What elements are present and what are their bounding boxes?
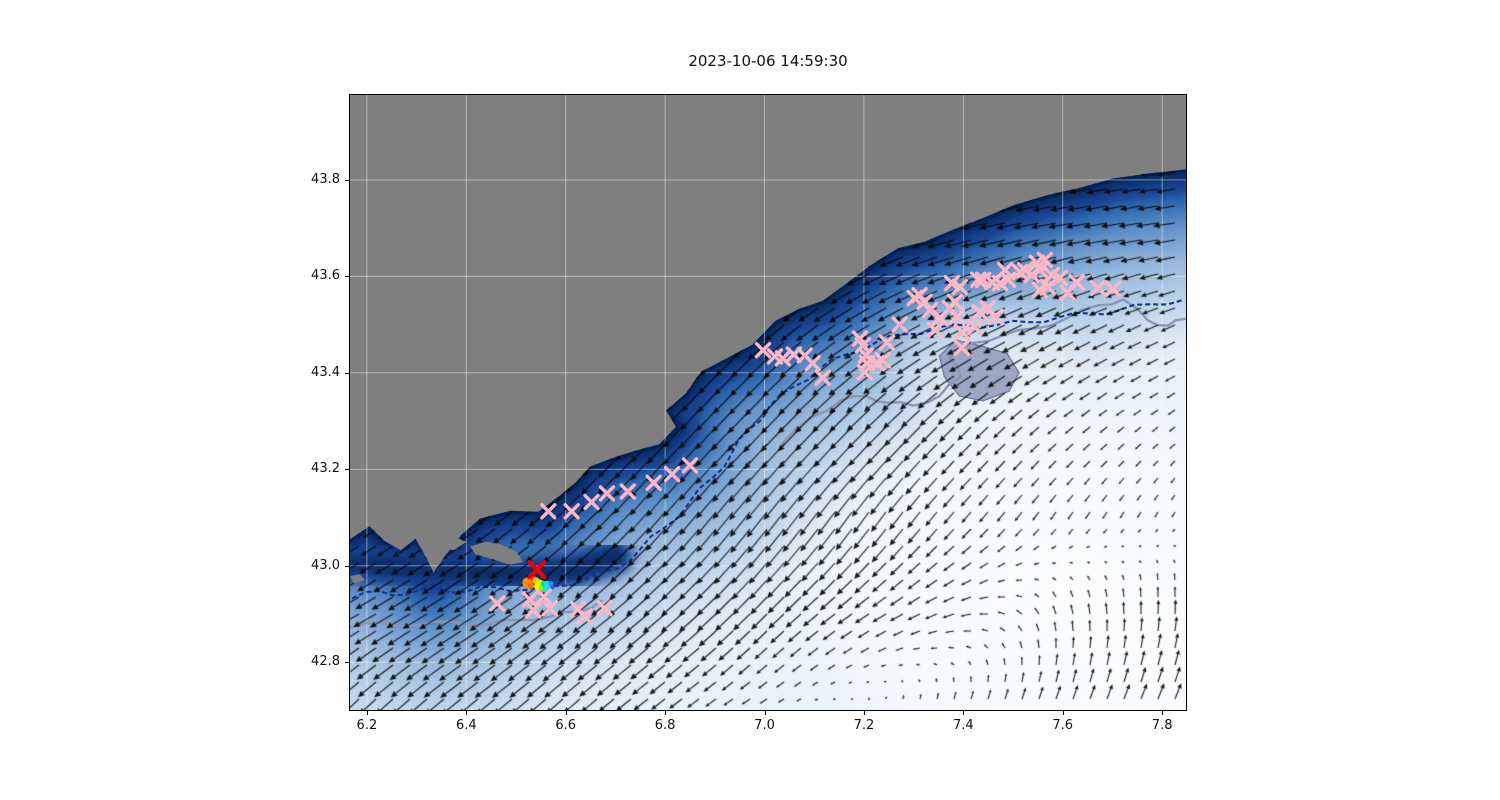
plot-title: 2023-10-06 14:59:30: [688, 52, 848, 70]
x-tick-label: 7.2: [853, 718, 875, 733]
observation-x-marker: [971, 303, 988, 321]
y-tick-label: 43.4: [311, 364, 340, 380]
observation-x-marker: [856, 364, 874, 381]
y-tick-mark: [345, 662, 349, 664]
observation-x-marker: [541, 600, 559, 617]
observation-x-marker: [583, 493, 600, 511]
y-tick-label: 43.0: [311, 557, 340, 573]
y-tick-mark: [345, 469, 349, 471]
observation-x-marker: [953, 339, 971, 356]
current-vector-field: [350, 95, 1186, 710]
observation-x-marker: [1023, 266, 1041, 284]
map-plot-area: [349, 94, 1187, 711]
observation-x-marker: [966, 318, 983, 336]
particle-dot: [553, 582, 558, 587]
observation-x-marker: [953, 323, 971, 341]
x-tick-mark: [366, 711, 368, 715]
observation-x-marker: [874, 352, 892, 369]
y-tick-mark: [345, 179, 349, 181]
y-tick-mark: [345, 276, 349, 278]
observation-x-marker: [948, 308, 966, 326]
observation-x-marker: [946, 293, 964, 311]
observation-x-marker: [663, 465, 681, 483]
observation-x-marker: [681, 457, 699, 474]
x-tick-label: 6.6: [555, 718, 577, 733]
particle-dot: [527, 582, 535, 589]
x-tick-label: 7.0: [754, 718, 775, 733]
observation-x-marker: [1039, 278, 1057, 296]
observation-x-marker: [576, 608, 593, 625]
x-tick-mark: [1162, 711, 1164, 715]
observation-x-marker: [540, 503, 557, 520]
observation-x-marker: [1068, 273, 1085, 291]
y-tick-label: 43.2: [311, 461, 340, 477]
x-tick-mark: [565, 711, 567, 715]
x-tick-label: 7.4: [952, 718, 974, 733]
observation-x-marker: [1089, 279, 1107, 297]
markers-overlay: [488, 251, 1122, 625]
highlight-x-marker: [527, 559, 547, 580]
observation-x-marker: [999, 271, 1017, 288]
observation-x-marker: [525, 601, 542, 619]
observation-x-marker: [1051, 269, 1068, 287]
observation-x-marker: [991, 274, 1009, 292]
observation-x-marker: [1036, 251, 1054, 269]
x-tick-label: 7.6: [1052, 718, 1074, 733]
observation-x-marker: [488, 595, 506, 612]
x-tick-mark: [665, 711, 667, 715]
x-tick-mark: [963, 711, 965, 715]
x-tick-label: 7.8: [1151, 718, 1173, 733]
particle-dot: [548, 581, 554, 586]
observation-x-marker: [878, 334, 895, 351]
observation-x-marker: [804, 354, 821, 372]
x-tick-mark: [466, 711, 468, 715]
x-tick-mark: [764, 711, 766, 715]
observation-x-marker: [916, 293, 933, 311]
observation-x-marker: [986, 308, 1004, 326]
x-tick-label: 6.8: [654, 718, 676, 733]
x-tick-label: 6.2: [356, 718, 378, 733]
observation-x-marker: [970, 271, 987, 288]
x-tick-mark: [1062, 711, 1064, 715]
observation-x-marker: [951, 278, 969, 296]
observation-x-marker: [814, 369, 831, 386]
y-tick-label: 42.8: [311, 654, 340, 670]
y-tick-mark: [345, 372, 349, 374]
x-tick-label: 6.4: [455, 718, 477, 733]
observation-x-marker: [943, 274, 961, 292]
observation-x-marker: [596, 600, 613, 617]
observation-x-marker: [1031, 261, 1049, 279]
observation-x-marker: [598, 485, 616, 502]
y-tick-label: 43.8: [311, 171, 340, 187]
observation-x-marker: [754, 341, 772, 359]
observation-x-marker: [891, 316, 908, 333]
observation-x-marker: [619, 483, 637, 500]
x-tick-mark: [863, 711, 865, 715]
y-tick-mark: [345, 565, 349, 567]
observation-x-marker: [645, 474, 662, 492]
y-tick-label: 43.6: [311, 268, 340, 284]
observation-x-marker: [926, 321, 944, 339]
observation-x-marker: [535, 588, 553, 605]
observation-x-marker: [563, 503, 580, 520]
particle-dot: [550, 584, 555, 590]
observation-x-marker: [1104, 280, 1122, 298]
